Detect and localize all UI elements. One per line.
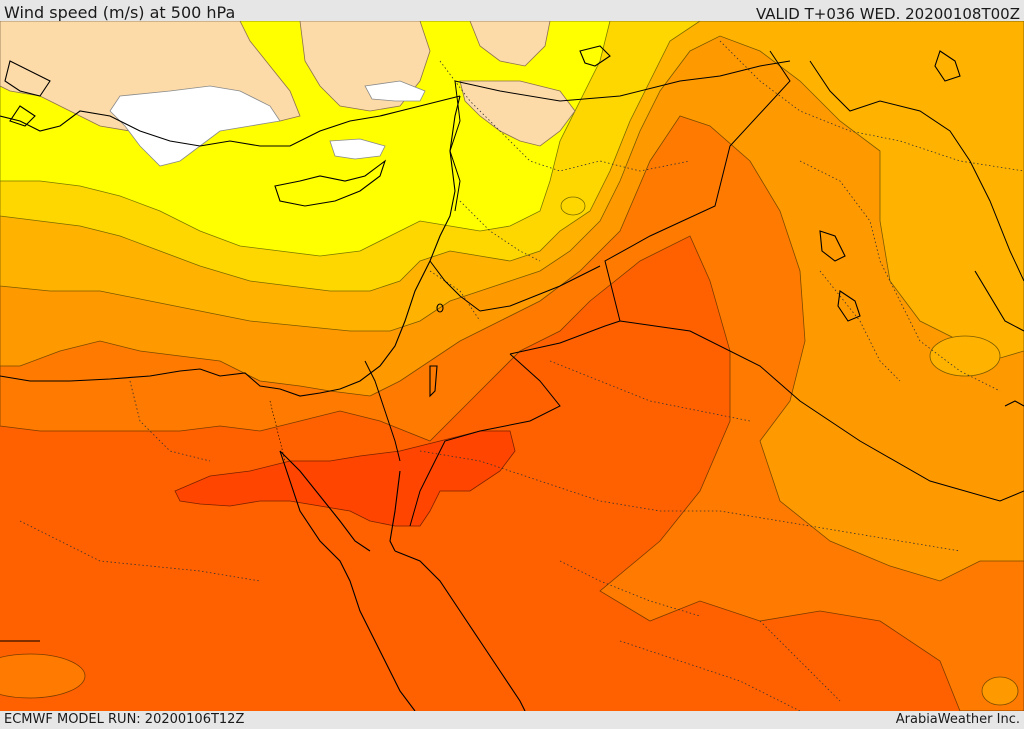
blob-orange-southeast: [981, 676, 1019, 706]
dotted-boundaries: [19, 40, 1024, 711]
band-white-2: [329, 138, 386, 160]
band-white: [109, 85, 281, 167]
band-red: [174, 430, 516, 527]
coastlines: [0, 45, 1024, 711]
credit-label: ArabiaWeather Inc.: [895, 712, 1020, 727]
map-title: Wind speed (m/s) at 500 hPa: [4, 3, 236, 22]
valid-time-label: VALID T+036 WED. 20200108T00Z: [755, 5, 1020, 23]
map-canvas: [0, 21, 1024, 711]
band-light-tan-4: [469, 21, 551, 67]
blob-amber-east: [929, 335, 1001, 377]
wind-speed-map: [0, 21, 1024, 711]
band-white-3: [364, 80, 426, 102]
blob-gold-jordan: [560, 196, 586, 216]
model-run-label: ECMWF MODEL RUN: 20200106T12Z: [4, 712, 245, 727]
band-light-tan-3: [459, 80, 576, 147]
country-borders: [0, 50, 1024, 642]
blob-orange-southwest: [0, 653, 86, 699]
